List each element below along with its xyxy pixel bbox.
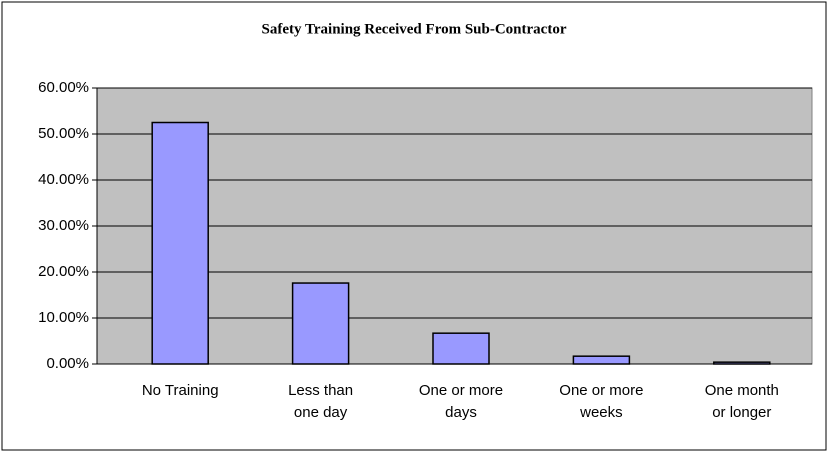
y-tick-label: 10.00% [38,309,89,326]
bar [432,332,490,365]
y-tick-label: 40.00% [38,171,89,188]
y-tick-label: 30.00% [38,217,89,234]
y-tick-label: 20.00% [38,263,89,280]
x-tick-label-box: One or more days [418,382,504,421]
x-tick-label-box: One or more weeks [559,382,644,421]
x-tick-label: Less than one day [288,382,354,421]
x-tick-label-box: Less than one day [288,382,354,421]
x-tick-label: One or more weeks [559,382,644,421]
bar [151,121,209,365]
chart-title: Safety Training Received From Sub-Contra… [262,21,567,37]
x-tick-label: One month or longer [704,382,779,421]
bar [572,355,631,365]
x-tick-label-box: One month or longer [704,382,779,421]
y-tick-label: 0.00% [46,355,89,372]
y-tick-label: 50.00% [38,125,89,142]
x-tick-label: One or more days [418,382,504,421]
x-tick-label-box: No Training [141,382,219,399]
bar [291,282,350,365]
y-tick-label: 60.00% [38,79,89,96]
x-tick-label: No Training [141,382,219,399]
bar [713,361,771,365]
